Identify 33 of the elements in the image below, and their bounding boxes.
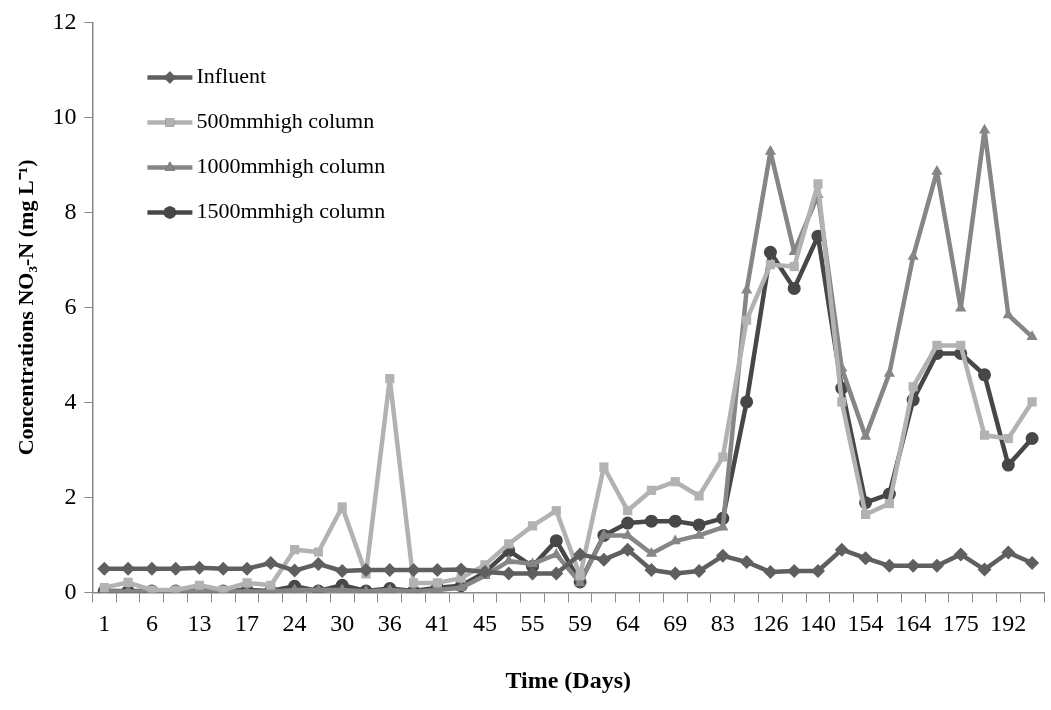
- x-tick-label: 45: [472, 610, 497, 637]
- x-tick-label: 1: [98, 610, 111, 637]
- x-tick-label: 17: [235, 610, 260, 637]
- y-tick-label: 8: [64, 197, 77, 224]
- x-tick-label: 41: [425, 610, 450, 637]
- y-tick-label: 6: [64, 292, 77, 319]
- x-tick-label: 192: [990, 610, 1027, 637]
- x-axis-title: Time (Days): [505, 666, 631, 693]
- x-tick-label: 55: [520, 610, 545, 637]
- x-tick-label: 140: [799, 610, 836, 637]
- y-tick-label: 10: [52, 102, 77, 129]
- y-tick-label: 4: [64, 387, 77, 414]
- y-tick-label: 2: [64, 482, 77, 509]
- x-tick-label: 64: [615, 610, 640, 637]
- x-tick-label: 154: [847, 610, 884, 637]
- x-tick-label: 83: [710, 610, 735, 637]
- x-tick-label: 59: [568, 610, 593, 637]
- legend-label: 1000mmhigh column: [196, 153, 386, 179]
- x-tick-label: 69: [663, 610, 688, 637]
- x-tick-label: 175: [942, 610, 979, 637]
- legend-label: Influent: [196, 63, 267, 89]
- x-tick-label: 164: [895, 610, 932, 637]
- x-tick-label: 126: [752, 610, 789, 637]
- legend-label: 500mmhigh column: [196, 108, 375, 134]
- y-tick-label: 0: [64, 577, 77, 604]
- x-tick-label: 6: [145, 610, 158, 637]
- x-tick-label: 13: [187, 610, 212, 637]
- y-tick-label: 12: [52, 7, 77, 34]
- legend-label: 1500mmhigh column: [196, 198, 386, 224]
- x-tick-label: 36: [377, 610, 402, 637]
- y-axis-title: Concentrations NO₃-N (mg L⁻¹): [12, 159, 38, 456]
- x-tick-label: 24: [282, 610, 307, 637]
- x-tick-label: 30: [330, 610, 355, 637]
